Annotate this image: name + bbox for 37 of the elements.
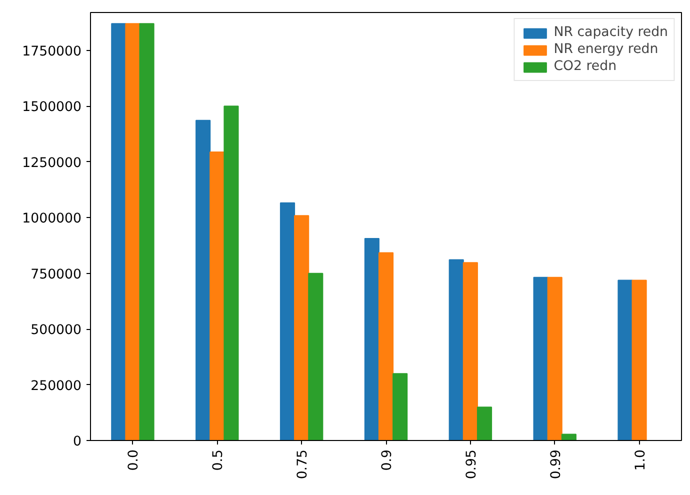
- bar: [378, 252, 394, 440]
- x-tick-label: 0.95: [464, 449, 480, 480]
- bar: [632, 280, 647, 440]
- bar: [476, 406, 492, 440]
- y-tick-label: 1250000: [22, 156, 82, 171]
- bar: [196, 120, 211, 440]
- y-tick-label: 500000: [30, 323, 82, 338]
- bar: [111, 23, 126, 440]
- bar: [280, 202, 296, 440]
- bar: [533, 276, 548, 440]
- y-tick-label: 750000: [30, 267, 82, 282]
- y-tick-label: 250000: [30, 378, 82, 394]
- legend-label: NR capacity redn: [554, 25, 668, 40]
- y-tick-label: 1000000: [22, 212, 82, 227]
- bar: [139, 23, 154, 440]
- x-tick-label: 0.5: [211, 449, 226, 471]
- x-tick-label: 0.0: [126, 449, 142, 471]
- x-tick-label: 1.0: [633, 449, 648, 471]
- bar: [224, 106, 239, 440]
- bar: [618, 280, 633, 440]
- bar: [294, 215, 310, 440]
- bar: [392, 373, 408, 440]
- bar: [364, 238, 380, 440]
- bar: [462, 262, 478, 440]
- legend-label: CO2 redn: [554, 59, 617, 74]
- bar: [448, 259, 464, 440]
- x-tick-label: 0.75: [296, 449, 311, 480]
- bar: [125, 23, 140, 440]
- bar: [547, 276, 562, 440]
- x-tick-label: 0.9: [380, 449, 395, 471]
- y-tick-label: 0: [73, 434, 82, 450]
- x-tick-label: 0.99: [548, 449, 564, 480]
- bar: [210, 152, 225, 440]
- y-tick-label: 1500000: [22, 100, 82, 116]
- y-tick-label: 1750000: [22, 44, 82, 60]
- bar: [308, 272, 324, 440]
- legend-label: NR energy redn: [554, 42, 658, 57]
